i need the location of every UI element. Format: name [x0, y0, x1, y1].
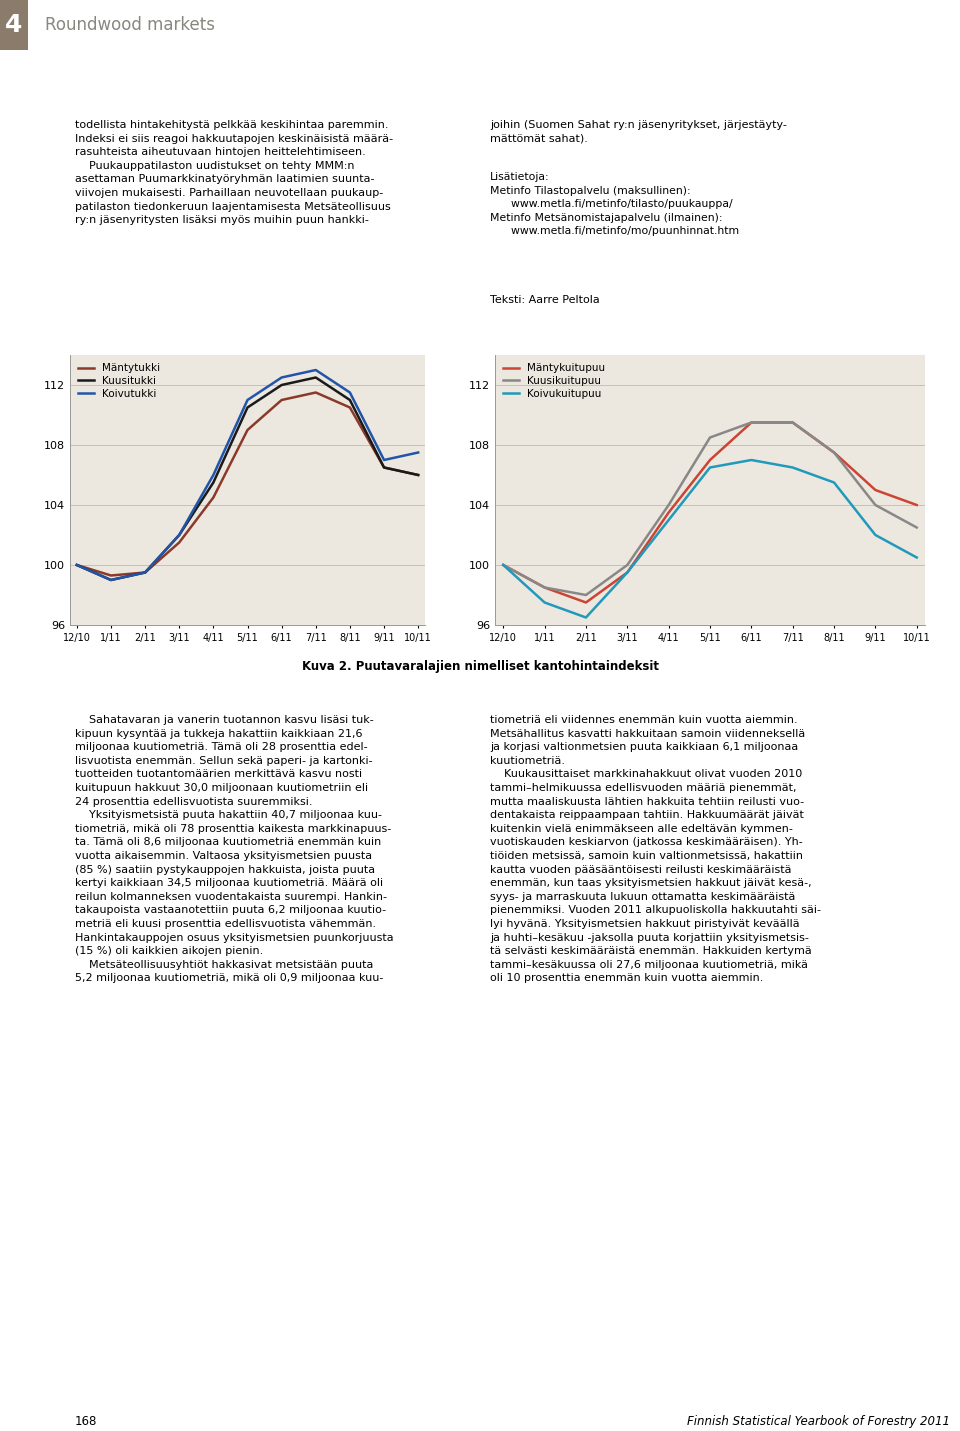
- Koivutukki: [71, 557, 83, 574]
- Koivukuitupuu: [828, 474, 840, 491]
- Legend: Mäntytukki, Kuusitukki, Koivutukki: Mäntytukki, Kuusitukki, Koivutukki: [75, 361, 163, 402]
- Kuusikuitupuu: [580, 587, 591, 604]
- Koivutukki: [276, 369, 287, 386]
- Koivukuitupuu: [787, 459, 799, 477]
- Mäntykuitupuu: [870, 481, 881, 498]
- Koivutukki: [378, 451, 390, 468]
- Mäntykuitupuu: [828, 444, 840, 461]
- Mäntykuitupuu: [497, 557, 509, 574]
- Kuusitukki: [242, 399, 253, 416]
- Kuusikuitupuu: [828, 444, 840, 461]
- Kuusikuitupuu: [705, 429, 716, 446]
- Kuusitukki: [344, 392, 355, 409]
- Koivutukki: [174, 527, 185, 544]
- Line: Mäntykuitupuu: Mäntykuitupuu: [503, 422, 917, 602]
- Kuusitukki: [71, 557, 83, 574]
- Mäntykuitupuu: [705, 451, 716, 468]
- Kuusitukki: [378, 459, 390, 477]
- Mäntytukki: [174, 534, 185, 551]
- Line: Kuusikuitupuu: Kuusikuitupuu: [503, 422, 917, 595]
- Koivukuitupuu: [746, 451, 757, 468]
- Kuusitukki: [106, 571, 117, 588]
- Kuusikuitupuu: [746, 414, 757, 431]
- Text: Lisätietoja:
Metinfo Tilastopalvelu (maksullinen):
      www.metla.fi/metinfo/ti: Lisätietoja: Metinfo Tilastopalvelu (mak…: [490, 172, 739, 236]
- Bar: [0, 0, 28, 50]
- Mäntykuitupuu: [911, 497, 923, 514]
- Line: Kuusitukki: Kuusitukki: [77, 378, 419, 580]
- Mäntykuitupuu: [580, 594, 591, 611]
- Koivukuitupuu: [870, 527, 881, 544]
- Koivukuitupuu: [621, 564, 633, 581]
- Mäntytukki: [71, 557, 83, 574]
- Koivukuitupuu: [539, 594, 550, 611]
- Mäntykuitupuu: [539, 580, 550, 597]
- Kuusitukki: [276, 376, 287, 394]
- Mäntykuitupuu: [746, 414, 757, 431]
- Text: 4: 4: [6, 13, 23, 37]
- Koivukuitupuu: [580, 610, 591, 627]
- Text: tiometriä eli viidennes enemmän kuin vuotta aiemmin.
Metsähallitus kasvatti hakk: tiometriä eli viidennes enemmän kuin vuo…: [490, 716, 821, 983]
- Mäntytukki: [106, 567, 117, 584]
- Kuusikuitupuu: [911, 519, 923, 537]
- Koivutukki: [310, 362, 322, 379]
- Text: Roundwood markets: Roundwood markets: [45, 16, 215, 34]
- Koivukuitupuu: [497, 557, 509, 574]
- Mäntytukki: [139, 564, 151, 581]
- Line: Koivukuitupuu: Koivukuitupuu: [503, 459, 917, 618]
- Koivutukki: [207, 467, 219, 484]
- Mäntykuitupuu: [663, 504, 675, 521]
- Text: Sahatavaran ja vanerin tuotannon kasvu lisäsi tuk-
kipuun kysyntää ja tukkeja ha: Sahatavaran ja vanerin tuotannon kasvu l…: [75, 716, 394, 983]
- Koivukuitupuu: [911, 550, 923, 567]
- Kuusikuitupuu: [539, 580, 550, 597]
- Text: 168: 168: [75, 1415, 97, 1428]
- Mäntytukki: [207, 489, 219, 507]
- Koivutukki: [242, 392, 253, 409]
- Text: Kuva 2. Puutavaralajien nimelliset kantohintaindeksit: Kuva 2. Puutavaralajien nimelliset kanto…: [301, 660, 659, 673]
- Line: Koivutukki: Koivutukki: [77, 371, 419, 580]
- Kuusitukki: [207, 474, 219, 491]
- Koivutukki: [413, 444, 424, 461]
- Kuusikuitupuu: [870, 497, 881, 514]
- Mäntytukki: [276, 392, 287, 409]
- Mäntykuitupuu: [621, 564, 633, 581]
- Text: Finnish Statistical Yearbook of Forestry 2011: Finnish Statistical Yearbook of Forestry…: [687, 1415, 950, 1428]
- Mäntytukki: [378, 459, 390, 477]
- Kuusitukki: [413, 467, 424, 484]
- Mäntykuitupuu: [787, 414, 799, 431]
- Kuusikuitupuu: [621, 557, 633, 574]
- Koivukuitupuu: [705, 459, 716, 477]
- Kuusitukki: [310, 369, 322, 386]
- Koivutukki: [106, 571, 117, 588]
- Kuusitukki: [174, 527, 185, 544]
- Text: joihin (Suomen Sahat ry:n jäsenyritykset, järjestäyty-
mättömät sahat).: joihin (Suomen Sahat ry:n jäsenyritykset…: [490, 120, 787, 143]
- Kuusikuitupuu: [663, 497, 675, 514]
- Text: Teksti: Aarre Peltola: Teksti: Aarre Peltola: [490, 295, 600, 305]
- Koivutukki: [139, 564, 151, 581]
- Mäntytukki: [310, 384, 322, 401]
- Koivutukki: [344, 384, 355, 401]
- Text: todellista hintakehitystä pelkkää keskihintaa paremmin.
Indeksi ei siis reagoi h: todellista hintakehitystä pelkkää keskih…: [75, 120, 394, 225]
- Mäntytukki: [344, 399, 355, 416]
- Legend: Mäntykuitupuu, Kuusikuitupuu, Koivukuitupuu: Mäntykuitupuu, Kuusikuitupuu, Koivukuitu…: [500, 361, 609, 402]
- Mäntytukki: [413, 467, 424, 484]
- Mäntytukki: [242, 421, 253, 438]
- Kuusitukki: [139, 564, 151, 581]
- Koivukuitupuu: [663, 511, 675, 528]
- Kuusikuitupuu: [787, 414, 799, 431]
- Kuusikuitupuu: [497, 557, 509, 574]
- Line: Mäntytukki: Mäntytukki: [77, 392, 419, 575]
